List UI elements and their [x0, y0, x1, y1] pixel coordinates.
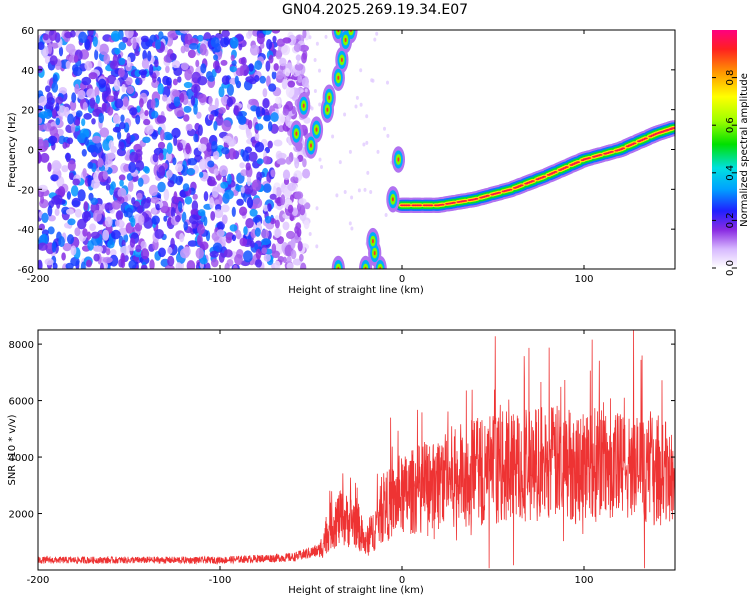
y-tick-label: 60	[21, 26, 34, 37]
colorbar-gradient	[712, 30, 737, 268]
x-tick-label: 0	[399, 274, 405, 285]
x-tick-label: 100	[574, 575, 593, 586]
y-tick-label: 2000	[9, 510, 34, 521]
x-tick-label: -100	[209, 274, 232, 285]
branch-blobs	[289, 30, 405, 269]
spectrogram-plot-area	[38, 30, 675, 269]
y-tick-label: 8000	[9, 340, 34, 351]
snr-series-line	[38, 330, 675, 569]
snr-ylabel: SNR (10 * v/v)	[7, 414, 18, 485]
noise-region	[38, 30, 394, 269]
chart-title: GN04.2025.269.19.34.E07	[282, 2, 468, 18]
colorbar-label: Normalized spectral amplitude	[739, 73, 750, 227]
main-track	[392, 120, 675, 213]
colorbar-tick-label: 0.0	[725, 260, 736, 276]
y-tick-label: -40	[18, 225, 34, 236]
y-tick-label: -60	[18, 265, 34, 276]
snr-frame	[37, 329, 676, 571]
colorbar-ticks: 0.0 0.2 0.4 0.6 0.8	[712, 70, 737, 276]
x-tick-label: 0	[399, 575, 405, 586]
x-tick-label: -200	[27, 274, 50, 285]
snr-plot-area	[38, 330, 675, 569]
x-tick-label: -100	[209, 575, 232, 586]
snr-axes: -200 -100 0 100 2000 4000 6000 8000	[9, 330, 675, 586]
y-tick-label: 40	[21, 66, 34, 77]
y-tick-label: 6000	[9, 397, 34, 408]
spectrogram-ylabel: Frequency (Hz)	[7, 112, 18, 188]
y-tick-label: 0	[28, 146, 34, 157]
spectrogram-xlabel: Height of straight line (km)	[288, 285, 424, 296]
y-tick-label: 4000	[9, 453, 34, 464]
snr-panel: -200 -100 0 100 2000 4000 6000 8000 Height of s…	[7, 329, 676, 596]
colorbar-tick-label: 0.2	[725, 212, 736, 228]
x-tick-label: -200	[27, 575, 50, 586]
y-tick-label: 20	[21, 106, 34, 117]
colorbar-tick-label: 0.6	[725, 117, 736, 133]
colorbar: 0.0 0.2 0.4 0.6 0.8 Normalized spectral ampl…	[712, 30, 750, 276]
x-tick-label: 100	[574, 274, 593, 285]
snr-xlabel: Height of straight line (km)	[288, 585, 424, 596]
y-tick-label: -20	[18, 185, 34, 196]
colorbar-tick-label: 0.4	[725, 165, 736, 181]
colorbar-tick-label: 0.8	[725, 70, 736, 86]
